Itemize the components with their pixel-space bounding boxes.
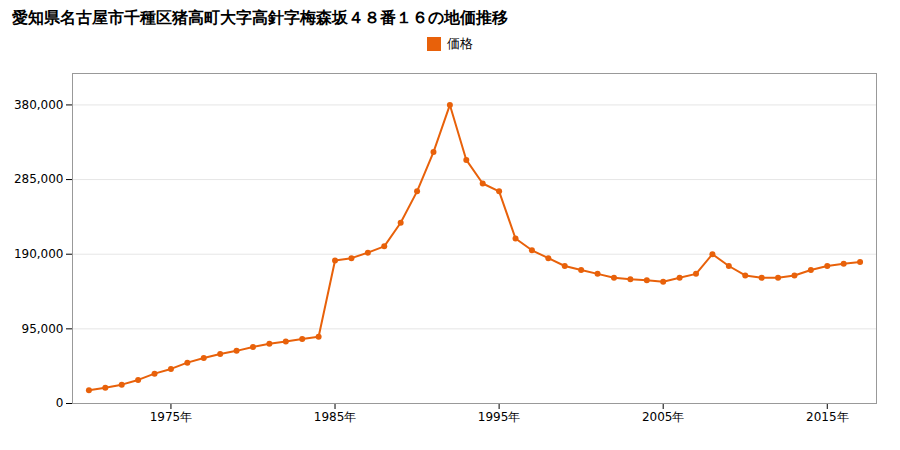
html-text:愛知県名古屋市千種区猪高町大字高針字梅森坂４８番１６の地価推: 愛知県名古屋市千種区猪高町大字高針字梅森坂４８番１６の地価推移 [12,8,508,27]
svg-text:0: 0 [56,396,64,410]
svg-text:1975年: 1975年 [150,410,193,424]
svg-text:285,000: 285,000 [14,172,64,186]
svg-text:380,000: 380,000 [14,98,64,112]
svg-text:1995年: 1995年 [478,410,521,424]
html-text:価格: 価格 [447,36,473,51]
svg-text:190,000: 190,000 [14,247,64,261]
svg-text:2015年: 2015年 [806,410,849,424]
svg-text:2005年: 2005年 [642,410,685,424]
svg-text:95,000: 95,000 [22,322,64,336]
svg-text:1985年: 1985年 [314,410,357,424]
